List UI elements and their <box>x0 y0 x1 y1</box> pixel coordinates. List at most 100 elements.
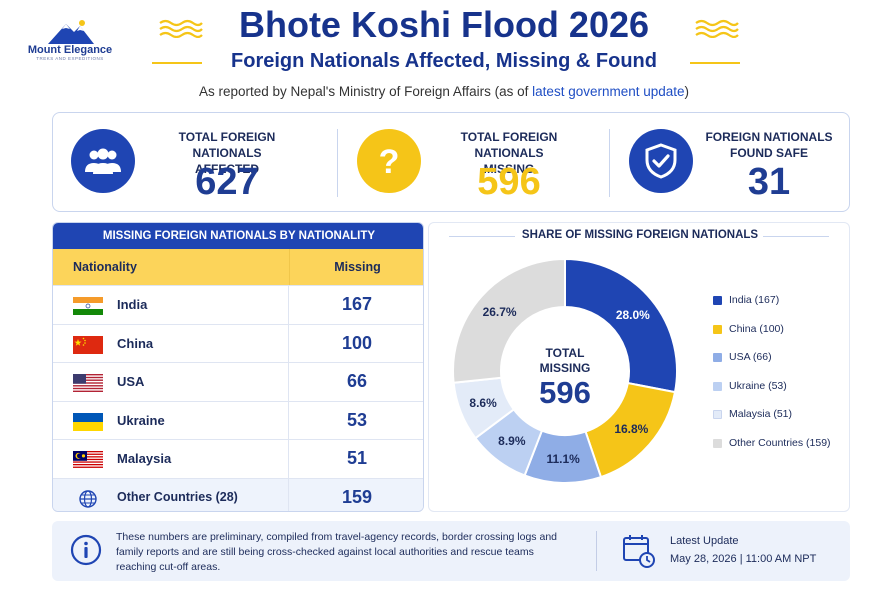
legend-swatch <box>713 438 722 448</box>
column-header-nationality: Nationality <box>53 249 289 285</box>
page-subtitle: Foreign Nationals Affected, Missing & Fo… <box>231 50 657 72</box>
legend-item: Other Countries (159) <box>713 436 831 465</box>
country-name: Ukraine <box>117 412 165 428</box>
country-name: Other Countries (28) <box>117 489 238 504</box>
shield-check-icon <box>629 129 693 193</box>
footer-note: These numbers are preliminary, compiled … <box>116 531 557 573</box>
update-value: May 28, 2026 | 11:00 AM NPT <box>670 553 817 565</box>
donut-slice <box>452 257 566 384</box>
stat-value: 31 <box>747 161 791 203</box>
people-group-icon <box>71 129 135 193</box>
chart-title: SHARE OF MISSING FOREIGN NATIONALS <box>521 229 759 241</box>
slice-percent-label: 28.0% <box>616 308 650 322</box>
country-name: China <box>117 335 154 351</box>
stat-label: FOREIGN NATIONALS FOUND SAFE <box>705 130 833 160</box>
legend-label: Ukraine (53) <box>729 379 787 392</box>
center-label: TOTAL <box>546 346 585 360</box>
slice-percent-label: 16.8% <box>614 422 648 436</box>
legend-label: China (100) <box>729 322 784 335</box>
footer-divider <box>596 531 597 571</box>
source-suffix: ) <box>684 84 690 99</box>
table-title: MISSING FOREIGN NATIONALS BY NATIONALITY <box>53 223 423 249</box>
chart-legend: India (167) China (100) USA (66) Ukraine (5… <box>713 293 831 465</box>
table-row: China 100 <box>53 323 423 362</box>
table-row: Malaysia 51 <box>53 439 423 478</box>
table-row: Ukraine 53 <box>53 400 423 439</box>
subtitle-rule <box>152 62 202 64</box>
stats-panel: TOTAL FOREIGN NATIONALS AFFECTED 627 ? TO… <box>52 112 850 212</box>
chart-panel: SHARE OF MISSING FOREIGN NATIONALS 28.0%… <box>428 222 850 512</box>
table-row: Other Countries (28) 159 <box>53 477 423 511</box>
chart-title-rule <box>763 236 829 237</box>
update-label: Latest Update <box>670 535 739 547</box>
usa-flag-icon <box>73 374 103 392</box>
slice-percent-label: 26.7% <box>483 305 517 319</box>
table-row: India 167 <box>53 285 423 324</box>
stat-divider <box>337 129 338 197</box>
slice-percent-label: 11.1% <box>546 452 580 466</box>
stat-value: 627 <box>195 161 259 203</box>
chart-title-rule <box>449 236 515 237</box>
svg-text:?: ? <box>379 143 400 179</box>
nationality-table: MISSING FOREIGN NATIONALS BY NATIONALITY… <box>52 222 424 512</box>
info-icon <box>70 534 102 566</box>
legend-swatch <box>713 381 722 391</box>
ukraine-flag-icon <box>73 412 103 431</box>
country-name: Malaysia <box>117 451 172 466</box>
legend-label: USA (66) <box>729 351 772 364</box>
globe-icon <box>79 489 97 508</box>
missing-count: 66 <box>346 371 368 391</box>
table-row: USA 66 <box>53 362 423 401</box>
source-prefix: As reported by Nepal's Ministry of Forei… <box>198 84 533 99</box>
india-flag-icon <box>73 297 103 315</box>
stat-divider <box>609 129 610 197</box>
legend-item: USA (66) <box>713 350 831 379</box>
donut-slice <box>564 257 678 394</box>
country-name: India <box>117 297 148 312</box>
stat-label: TOTAL FOREIGN NATIONALS AFFECTED <box>178 130 276 176</box>
wave-decoration-icon <box>695 19 739 38</box>
stat-missing: ? TOTAL FOREIGN NATIONALS MISSING 596 <box>343 113 603 213</box>
brand-logo: Mount Elegance TREKS AND EXPEDITIONS <box>22 18 118 64</box>
legend-swatch <box>713 324 722 334</box>
missing-count: 53 <box>346 409 368 430</box>
legend-item: Ukraine (53) <box>713 379 831 408</box>
footer-panel: These numbers are preliminary, compiled … <box>52 521 850 581</box>
calendar-clock-icon <box>623 535 655 568</box>
legend-item: China (100) <box>713 322 831 351</box>
wave-decoration-icon <box>159 19 203 38</box>
legend-label: India (167) <box>729 294 780 306</box>
legend-swatch <box>713 410 722 420</box>
stat-affected: TOTAL FOREIGN NATIONALS AFFECTED 627 <box>53 113 333 213</box>
stat-found: FOREIGN NATIONALS FOUND SAFE 31 <box>613 113 849 213</box>
slice-percent-label: 8.9% <box>498 434 526 448</box>
stat-label: TOTAL FOREIGN NATIONALS MISSING <box>460 130 558 176</box>
china-flag-icon <box>73 335 103 354</box>
legend-item: Malaysia (51) <box>713 407 831 436</box>
legend-label: Malaysia (51) <box>729 408 793 421</box>
subtitle-rule <box>690 62 740 64</box>
page-title: Bhote Koshi Flood 2026 <box>238 4 650 45</box>
stat-value: 596 <box>477 161 541 203</box>
missing-count: 100 <box>341 332 373 353</box>
column-header-missing: Missing <box>289 249 423 285</box>
source-highlight: latest government update <box>532 84 685 99</box>
source-note: As reported by Nepal's Ministry of Forei… <box>0 84 888 99</box>
donut-chart: 28.0% 16.8% 11.1% 8.9% 8.6% 26.7% TOTAL 596 M… <box>452 257 678 484</box>
missing-count: 51 <box>346 448 368 468</box>
legend-item: India (167) <box>713 293 831 322</box>
logo-text: Mount Elegance <box>27 44 113 56</box>
slice-percent-label: 8.6% <box>469 396 497 410</box>
missing-count: 159 <box>341 486 373 507</box>
mountain-logo-icon <box>48 20 94 44</box>
legend-swatch <box>713 353 722 363</box>
question-mark-icon: ? <box>357 129 421 193</box>
logo-subtext: TREKS AND EXPEDITIONS <box>36 56 104 61</box>
legend-label: Other Countries (159) <box>729 436 831 449</box>
center-value: 596 <box>539 375 591 410</box>
center-label-line2: MISSING <box>540 361 591 375</box>
malaysia-flag-icon <box>73 451 103 469</box>
legend-swatch <box>713 296 722 305</box>
missing-count: 167 <box>341 294 373 314</box>
country-name: USA <box>117 374 145 389</box>
